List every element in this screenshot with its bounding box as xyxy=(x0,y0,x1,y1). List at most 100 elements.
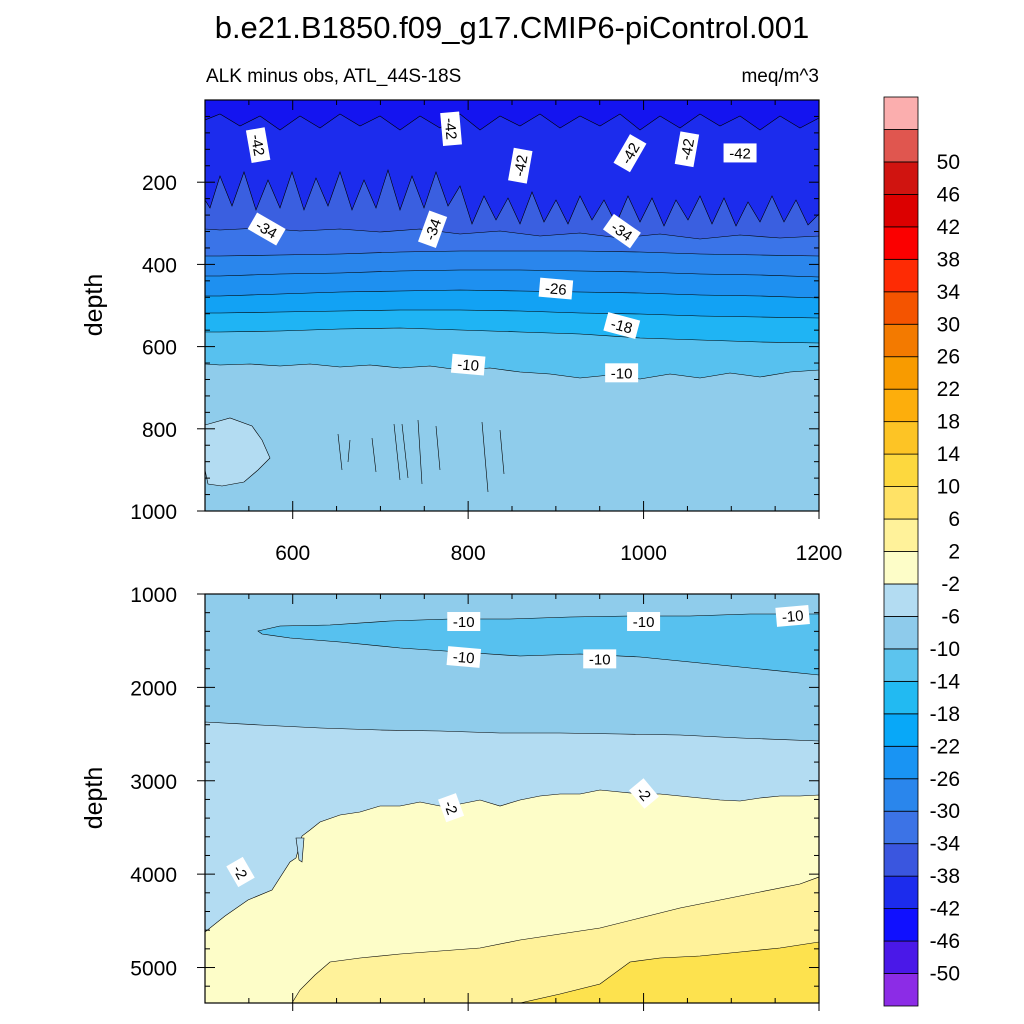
upper-contour-label-box xyxy=(450,353,486,376)
colorbar-label: -26 xyxy=(930,768,960,791)
colorbar-swatch xyxy=(883,973,919,1007)
colorbar-swatch xyxy=(883,129,919,163)
colorbar-swatch xyxy=(883,291,919,325)
lower-band-6 xyxy=(519,941,819,1003)
colorbar-swatch xyxy=(883,518,919,552)
upper-ytick-label: 200 xyxy=(142,172,177,195)
upper-contour-labels: -42-42-42 -42 -42 -42-34 -34 -34-26-18-10 -10 xyxy=(245,111,757,383)
colorbar-swatch xyxy=(883,875,919,910)
upper-contour-label-box xyxy=(603,312,641,340)
colorbar-label: 42 xyxy=(937,216,960,239)
colorbar-swatch xyxy=(883,258,919,293)
colorbar-label: -22 xyxy=(930,735,960,758)
lower-contour-label-box xyxy=(447,612,481,632)
colorbar-swatch xyxy=(883,680,919,715)
lower-contour-label: -10 xyxy=(627,612,661,632)
upper-contour-fill: -42-42-42 -42 -42 -42-34 -34 -34-26-18-10 -10 xyxy=(205,100,819,511)
upper-pale-patch xyxy=(205,417,271,487)
colorbar-swatch xyxy=(883,616,919,650)
lower-contour-label-box xyxy=(627,612,661,632)
colorbar-label: -38 xyxy=(930,865,960,888)
lower-band-minus14 xyxy=(257,613,819,676)
colorbar-label: 50 xyxy=(937,151,960,174)
colorbar-label: -34 xyxy=(930,833,961,856)
lower-contour-label: -2 xyxy=(628,778,659,809)
colorbar-label: -14 xyxy=(930,670,961,693)
lower-contour-label-box xyxy=(775,605,810,627)
upper-contour-label-text: -34 xyxy=(422,217,445,243)
colorbar-swatch xyxy=(883,713,919,747)
upper-contour-label: -42 xyxy=(440,111,463,146)
upper-mid-contours xyxy=(337,419,505,493)
upper-contour-label-box xyxy=(605,363,639,383)
colorbar-label: 34 xyxy=(937,281,961,304)
lower-contour-label: -10 xyxy=(446,646,482,668)
upper-ytick-label: 600 xyxy=(142,337,177,360)
upper-contour-label: -42 xyxy=(723,143,757,163)
colorbar-swatch xyxy=(883,940,919,974)
colorbar-swatch xyxy=(883,356,919,390)
lower-contour-label-text: -10 xyxy=(453,614,475,631)
colorbar-label: 2 xyxy=(948,541,960,564)
colorbar-swatch xyxy=(883,843,919,877)
upper-contour-label-text: -10 xyxy=(611,365,633,382)
colorbar-swatch xyxy=(883,421,919,455)
lower-contour-labels: -10 -10 -10 -10 -10 -2 -2 -2 xyxy=(226,605,810,888)
lower-contour-label-text: -2 xyxy=(440,799,461,817)
upper-contour-label-box xyxy=(508,147,533,184)
upper-contour-label-box xyxy=(613,134,647,173)
colorbar-label: 14 xyxy=(937,443,961,466)
colorbar-label: -6 xyxy=(941,605,960,628)
upper-contour-label-box xyxy=(602,213,641,249)
lower-ytick-label: 5000 xyxy=(130,958,177,981)
upper-contour-label: -42 xyxy=(674,131,700,168)
upper-contour-label-text: -42 xyxy=(511,154,532,178)
right-string: meq/m^3 xyxy=(741,66,819,87)
lower-contour-label: -10 xyxy=(583,649,617,669)
upper-contour-label-box xyxy=(247,212,286,246)
lower-contour-label-text: -10 xyxy=(452,649,475,668)
lower-ytick-label: 4000 xyxy=(130,864,177,887)
lower-ytick-label: 3000 xyxy=(130,771,177,794)
upper-xtick-label: 1000 xyxy=(620,542,667,565)
upper-contour-label-text: -18 xyxy=(609,316,634,338)
colorbar-label: -42 xyxy=(930,898,960,921)
upper-contour-label-box xyxy=(723,143,757,163)
lower-contour-label-box xyxy=(438,793,465,823)
upper-contour-label: -42 xyxy=(245,127,271,164)
colorbar-label: 22 xyxy=(937,378,960,401)
colorbar-label: 26 xyxy=(937,346,960,369)
colorbar-swatch xyxy=(883,486,919,520)
colorbar-label: 6 xyxy=(948,508,960,531)
colorbar-label: -18 xyxy=(930,703,960,726)
upper-contour-label-text: -42 xyxy=(678,137,699,161)
lower-ytick-label: 2000 xyxy=(130,677,177,700)
upper-ylabel: depth xyxy=(80,274,108,337)
upper-contour-label-box xyxy=(440,111,463,146)
lower-contour-label-text: -10 xyxy=(589,651,611,668)
colorbar: -50-46-42-38-34-30-26-22-18-14-10-6-2261… xyxy=(883,96,961,1007)
upper-contour-label: -10 xyxy=(605,363,639,383)
colorbar-swatch xyxy=(883,96,919,130)
lower-contour-label-text: -10 xyxy=(633,614,655,631)
upper-contour-label-text: -42 xyxy=(247,133,268,157)
colorbar-swatch xyxy=(883,648,919,682)
colorbar-swatch xyxy=(883,583,919,617)
figure-title: b.e21.B1850.f09_g17.CMIP6-piControl.001 xyxy=(215,10,810,45)
upper-contour-label: -26 xyxy=(538,277,574,300)
upper-band-minus46 xyxy=(205,100,819,131)
lower-axes: 1000 2000 3000 4000 5000 xyxy=(130,584,820,1011)
lower-ytick-label: 1000 xyxy=(130,584,177,607)
lower-ylabel: depth xyxy=(80,767,108,830)
lower-contour-label-box xyxy=(226,856,255,888)
colorbar-swatch xyxy=(883,226,919,260)
colorbar-label: 10 xyxy=(937,476,960,499)
lower-contour-label-box xyxy=(628,778,659,809)
upper-xtick-label: 1200 xyxy=(796,542,843,565)
colorbar-label: -10 xyxy=(930,638,960,661)
colorbar-swatch xyxy=(883,193,919,228)
colorbar-swatch xyxy=(883,388,919,423)
colorbar-label: 46 xyxy=(937,183,960,206)
colorbar-swatch xyxy=(883,453,919,487)
